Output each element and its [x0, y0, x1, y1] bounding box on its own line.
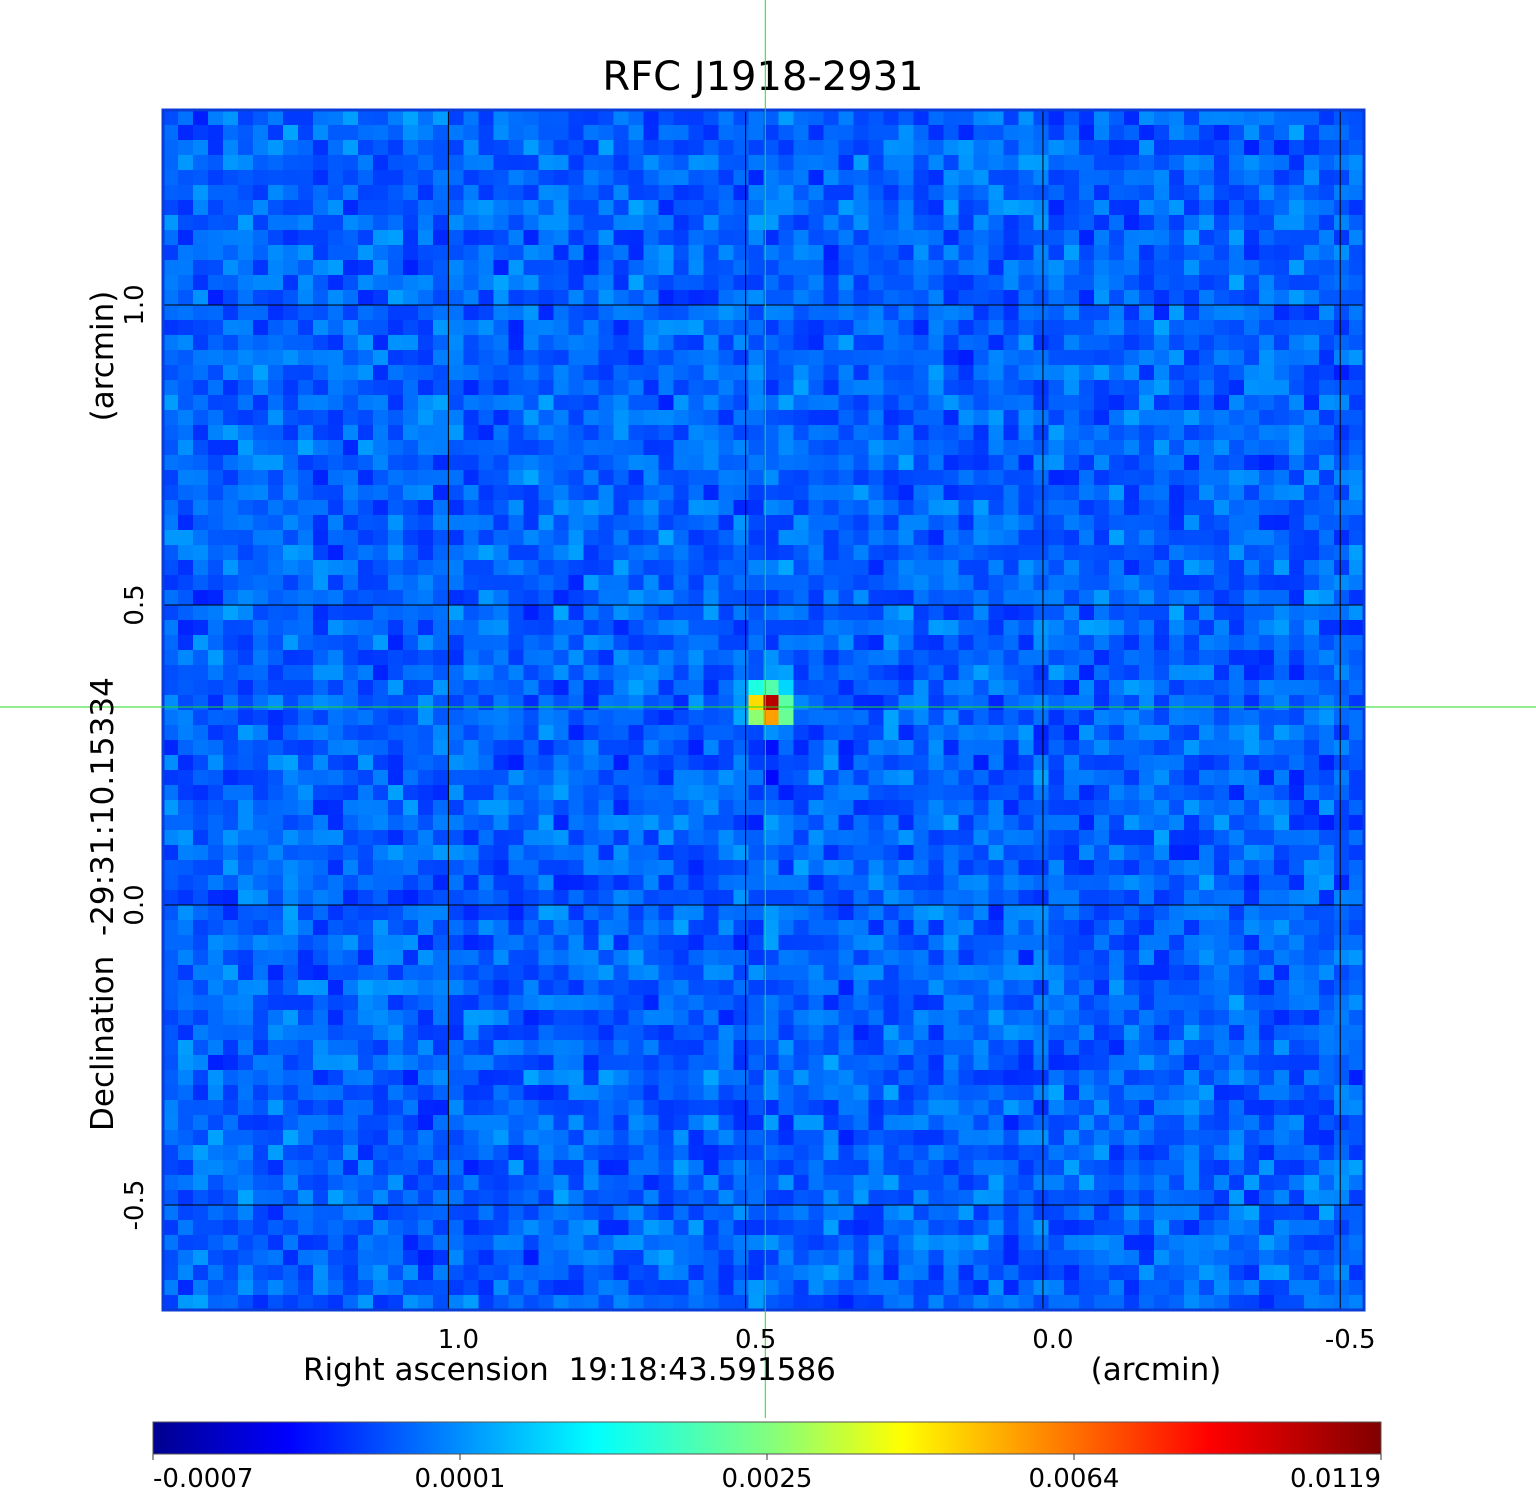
- x-tick-label: 0.5: [735, 1325, 776, 1355]
- x-tick-labels: 1.0 0.5 0.0 -0.5: [438, 1325, 1376, 1355]
- y-axis-label: Declination -29:31:10.15334: [85, 677, 121, 1131]
- y-tick-labels: 1.0 0.5 0.0 -0.5: [120, 284, 150, 1230]
- colorbar-tick-label: 0.0001: [415, 1464, 506, 1494]
- chart-title: RFC J1918-2931: [602, 54, 923, 100]
- colorbar-tick-labels: -0.0007 0.0001 0.0025 0.0064 0.0119: [152, 1454, 1382, 1494]
- x-axis-unit: (arcmin): [1091, 1352, 1222, 1388]
- source-crosshair: [0, 0, 1536, 1418]
- y-tick-label: -0.5: [120, 1180, 150, 1231]
- colorbar-tick-label: -0.0007: [153, 1464, 253, 1494]
- coordinate-grid: [163, 110, 1364, 1310]
- y-tick-label: 1.0: [120, 284, 150, 325]
- colorbar-tick-label: 0.0025: [722, 1464, 813, 1494]
- x-tick-label: 1.0: [438, 1325, 479, 1355]
- heatmap-pixels: [163, 110, 1364, 1310]
- colorbar-tick-label: 0.0064: [1029, 1464, 1120, 1494]
- colorbar-tick-label: 0.0119: [1290, 1464, 1381, 1494]
- x-tick-label: 0.0: [1032, 1325, 1073, 1355]
- y-tick-label: 0.0: [120, 884, 150, 925]
- x-axis-label: Right ascension 19:18:43.591586: [303, 1352, 836, 1388]
- y-tick-label: 0.5: [120, 584, 150, 625]
- heatmap-image: [163, 110, 1364, 1310]
- y-axis-unit: (arcmin): [85, 291, 121, 422]
- colorbar: [152, 1421, 1382, 1455]
- plot-frame: [161, 108, 1366, 1312]
- x-tick-label: -0.5: [1325, 1325, 1376, 1355]
